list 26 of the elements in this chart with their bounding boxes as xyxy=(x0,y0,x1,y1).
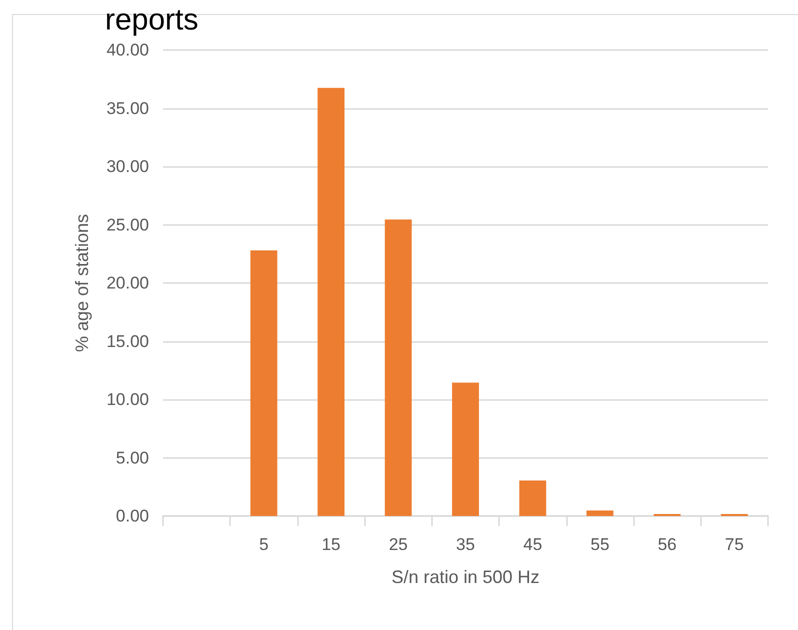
x-tick-label: 35 xyxy=(456,535,475,554)
x-tick-label: 75 xyxy=(724,535,744,554)
bar xyxy=(519,480,546,516)
y-tick-label: 25.00 xyxy=(106,215,149,234)
bar xyxy=(384,220,412,516)
y-tick-label: 40.00 xyxy=(106,40,149,60)
y-tick-label: 10.00 xyxy=(106,390,149,409)
bar xyxy=(586,510,614,516)
x-tick-label: 55 xyxy=(590,535,610,554)
y-tick-label: 30.00 xyxy=(106,157,149,176)
y-tick-label: 0.00 xyxy=(116,506,149,526)
y-tick-label: 20.00 xyxy=(106,274,149,292)
x-tick-label: 5 xyxy=(259,535,269,554)
chart-title: reports xyxy=(105,4,198,36)
x-tick-label: 15 xyxy=(322,535,341,554)
y-tick-label: 15.00 xyxy=(106,332,149,351)
x-tick-label: 56 xyxy=(658,535,677,554)
y-tick-label: 5.00 xyxy=(116,448,149,468)
x-tick-label: 25 xyxy=(388,535,408,554)
x-tick-label: 45 xyxy=(523,535,542,554)
y-tick-label: 35.00 xyxy=(106,98,149,118)
bar xyxy=(250,250,278,516)
bar xyxy=(452,382,479,516)
x-axis-title: S/n ratio in 500 Hz xyxy=(391,567,540,587)
bar xyxy=(318,88,344,516)
y-axis-title: % age of stations xyxy=(72,214,92,352)
